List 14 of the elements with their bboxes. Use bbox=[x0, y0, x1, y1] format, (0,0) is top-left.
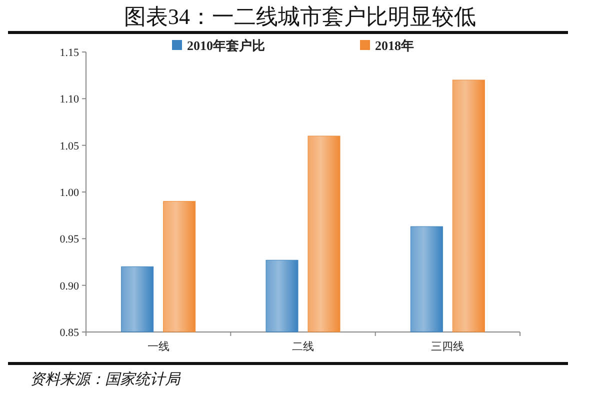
x-tick-label: 二线 bbox=[292, 340, 314, 353]
y-tick-label: 1.00 bbox=[60, 187, 80, 199]
legend-label: 2018年 bbox=[375, 38, 414, 53]
y-tick-label: 1.10 bbox=[60, 94, 80, 106]
y-tick-label: 0.90 bbox=[60, 280, 80, 292]
y-tick-label: 0.95 bbox=[60, 234, 80, 246]
legend-label: 2010年套户比 bbox=[187, 38, 265, 53]
text: 资料来源：国家统计局 bbox=[30, 371, 181, 388]
x-tick-label: 一线 bbox=[147, 340, 170, 353]
y-tick-label: 0.85 bbox=[60, 327, 80, 339]
x-tick-label: 三四线 bbox=[431, 340, 464, 353]
y-tick-label: 1.15 bbox=[60, 47, 80, 59]
y-tick-label: 1.05 bbox=[60, 140, 80, 152]
chart-title: 图表34：一二线城市套户比明显较低 bbox=[124, 4, 476, 29]
